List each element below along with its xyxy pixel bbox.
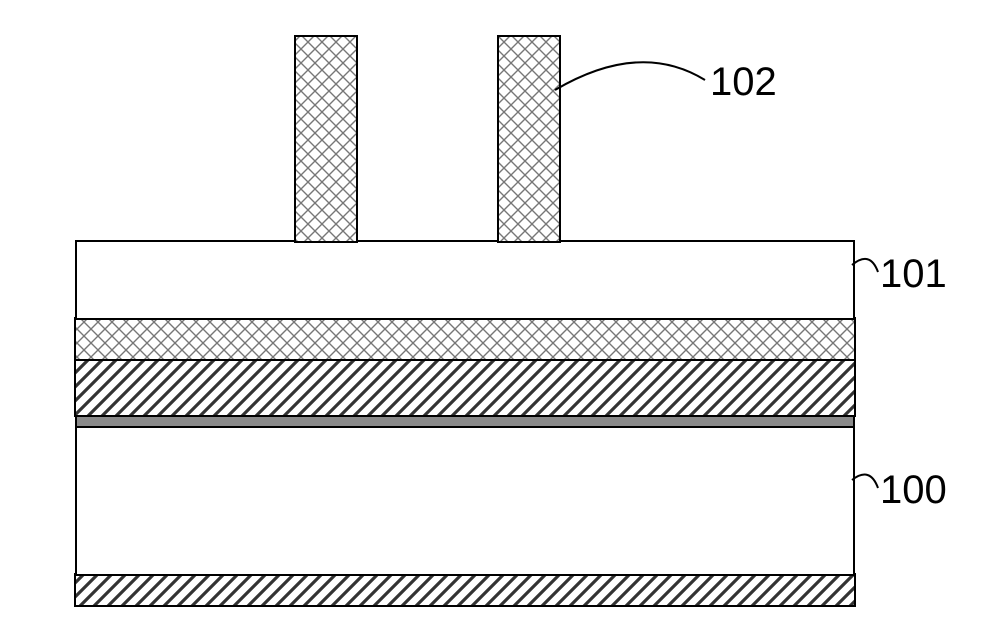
- leader-100: [852, 475, 878, 488]
- leader-101: [852, 259, 878, 272]
- label-101: 101: [880, 252, 947, 297]
- label-102: 102: [710, 60, 777, 105]
- diagram-canvas: 102 101 100: [0, 0, 1000, 627]
- leader-lines: [0, 0, 1000, 627]
- label-100: 100: [880, 468, 947, 513]
- leader-102: [555, 62, 705, 90]
